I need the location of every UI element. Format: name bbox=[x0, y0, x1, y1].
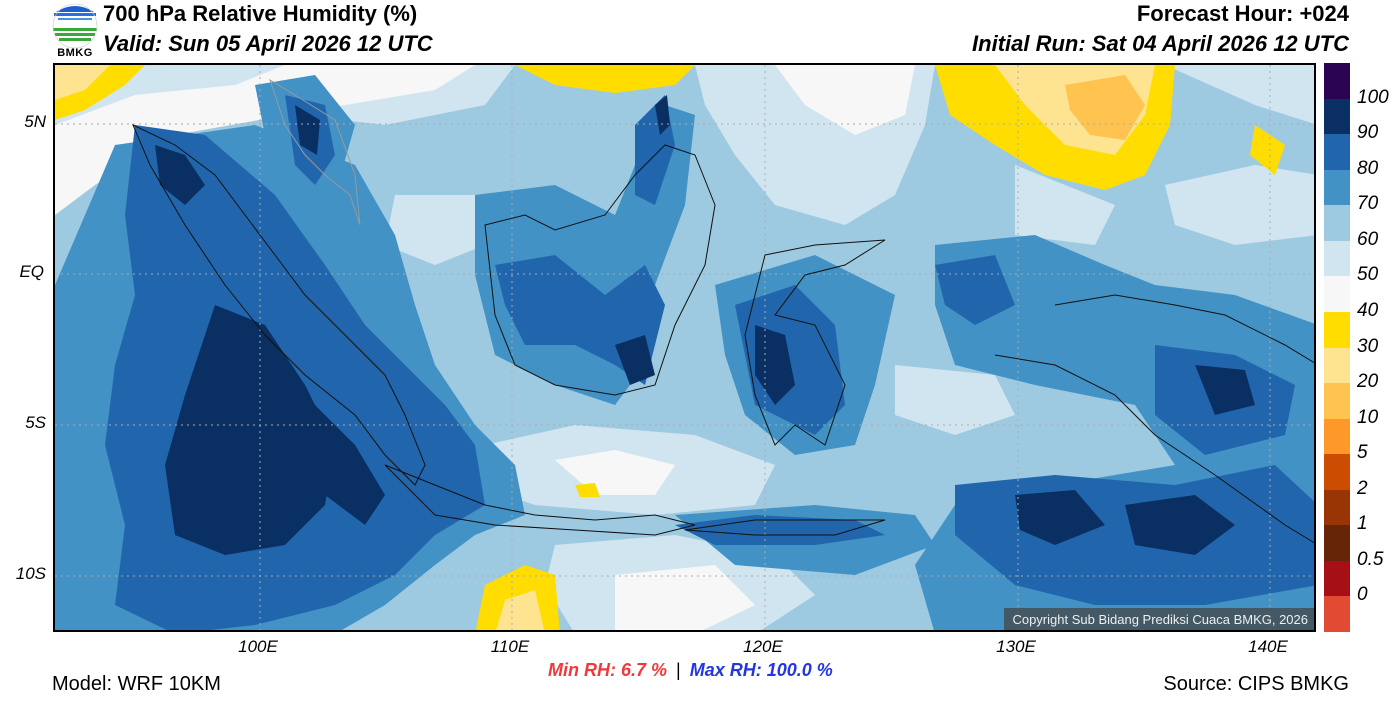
max-rh: Max RH: 100.0 % bbox=[689, 660, 833, 680]
model-label: Model: WRF 10KM bbox=[52, 673, 221, 695]
colorbar-bin bbox=[1324, 418, 1350, 455]
coastlines bbox=[132, 123, 1314, 544]
colorbar-label: 60 bbox=[1357, 228, 1379, 250]
colorbar-label: 20 bbox=[1357, 371, 1379, 393]
colorbar-label: 100 bbox=[1357, 86, 1389, 108]
colorbar-bin bbox=[1324, 489, 1350, 526]
lon-label-140e: 140E bbox=[1248, 637, 1288, 656]
logo-text: BMKG bbox=[57, 47, 93, 59]
lat-label-5n: 5N bbox=[24, 112, 46, 131]
colorbar-label: 70 bbox=[1357, 193, 1379, 215]
colorbar-label: 40 bbox=[1357, 299, 1379, 321]
colorbar-bin bbox=[1324, 454, 1350, 491]
colorbar-bin bbox=[1324, 347, 1350, 384]
lat-label-5s: 5S bbox=[25, 413, 46, 432]
humidity-map: Copyright Sub Bidang Prediksi Cuaca BMKG… bbox=[53, 63, 1316, 632]
lat-label-10s: 10S bbox=[15, 564, 46, 583]
colorbar-label: 2 bbox=[1357, 477, 1368, 499]
forecast-hour: Forecast Hour: +024 bbox=[1136, 1, 1349, 26]
lon-label-130e: 130E bbox=[996, 637, 1036, 656]
colorbar-bin bbox=[1324, 383, 1350, 420]
colorbar-bin bbox=[1324, 134, 1350, 171]
initial-run: Initial Run: Sat 04 April 2026 12 UTC bbox=[972, 31, 1349, 56]
colorbar-bin bbox=[1324, 98, 1350, 135]
colorbar-bin bbox=[1324, 63, 1350, 100]
valid-time: Valid: Sun 05 April 2026 12 UTC bbox=[103, 31, 433, 56]
humidity-field bbox=[55, 65, 1314, 630]
stats-separator: | bbox=[676, 660, 681, 680]
colorbar-label: 50 bbox=[1357, 264, 1379, 286]
colorbar-label: 10 bbox=[1357, 406, 1379, 428]
rh-stats: Min RH: 6.7 % | Max RH: 100.0 % bbox=[548, 660, 833, 681]
colorbar-bin bbox=[1324, 311, 1350, 348]
colorbar-bin bbox=[1324, 205, 1350, 242]
colorbar-bin bbox=[1324, 169, 1350, 206]
colorbar-label: 1 bbox=[1357, 513, 1368, 535]
page-title: 700 hPa Relative Humidity (%) bbox=[103, 1, 418, 26]
lon-label-100e: 100E bbox=[238, 637, 278, 656]
colorbar-bin bbox=[1324, 560, 1350, 597]
colorbar bbox=[1324, 63, 1350, 633]
source-label: Source: CIPS BMKG bbox=[1163, 673, 1349, 695]
copyright-text: Copyright Sub Bidang Prediksi Cuaca BMKG… bbox=[1004, 608, 1314, 630]
colorbar-label: 90 bbox=[1357, 122, 1379, 144]
min-rh: Min RH: 6.7 % bbox=[548, 660, 668, 680]
colorbar-bin bbox=[1324, 276, 1350, 313]
lat-label-eq: EQ bbox=[19, 262, 44, 281]
field-90-100 bbox=[155, 95, 1255, 555]
bmkg-logo bbox=[52, 3, 98, 49]
colorbar-bin bbox=[1324, 240, 1350, 277]
colorbar-label: 80 bbox=[1357, 157, 1379, 179]
colorbar-label: 0.5 bbox=[1357, 548, 1384, 570]
gridlines bbox=[55, 65, 1314, 630]
malay-peninsula-outline bbox=[269, 78, 361, 226]
colorbar-label: 5 bbox=[1357, 442, 1368, 464]
lon-label-110e: 110E bbox=[490, 637, 530, 656]
colorbar-label: 30 bbox=[1357, 335, 1379, 357]
colorbar-bin bbox=[1324, 596, 1350, 633]
colorbar-label: 0 bbox=[1357, 584, 1368, 606]
lon-label-120e: 120E bbox=[743, 637, 783, 656]
colorbar-bin bbox=[1324, 525, 1350, 562]
